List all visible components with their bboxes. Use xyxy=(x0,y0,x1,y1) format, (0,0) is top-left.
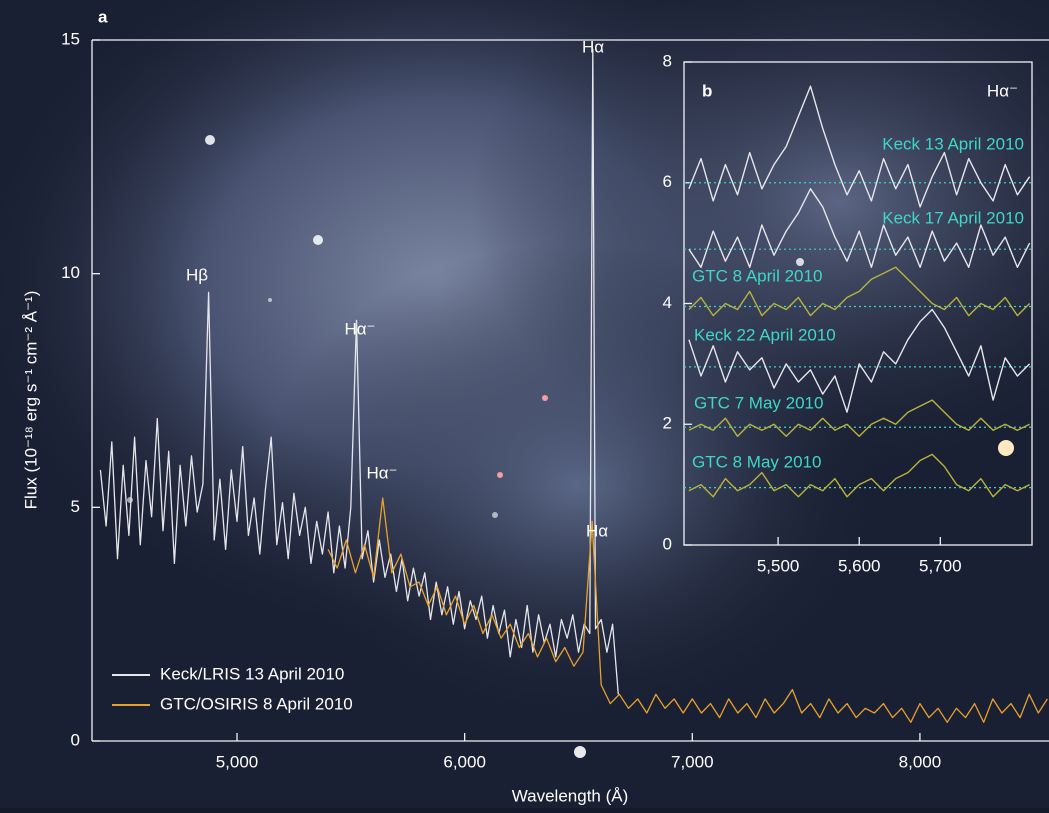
y-tick-label: 0 xyxy=(71,730,80,749)
spectrum-line xyxy=(688,266,1031,317)
spectrum-line xyxy=(688,85,1031,208)
y-tick-label: 2 xyxy=(663,414,672,433)
spectrum-line xyxy=(688,308,1031,413)
series-label: Keck 13 April 2010 xyxy=(882,134,1024,153)
annotation: Hα⁻ xyxy=(344,319,375,338)
y-tick-label: 8 xyxy=(663,51,672,70)
x-tick-label: 7,000 xyxy=(671,752,714,771)
y-tick-label: 4 xyxy=(663,293,672,312)
legend-label: Keck/LRIS 13 April 2010 xyxy=(160,664,344,683)
spectrum-line xyxy=(99,48,619,695)
y-axis-label: Flux (10⁻¹⁸ erg s⁻¹ cm⁻² Å⁻¹) xyxy=(21,291,40,510)
annotation: Hα⁻ xyxy=(366,463,397,482)
annotation: Hα⁻ xyxy=(987,81,1018,100)
x-tick-label: 5,000 xyxy=(216,752,259,771)
x-tick-label: 5,700 xyxy=(919,556,962,575)
annotation: Hα xyxy=(582,37,604,56)
panel-label: b xyxy=(702,81,712,100)
stars xyxy=(127,135,1014,758)
x-tick-label: 5,600 xyxy=(838,556,881,575)
series-label: Keck 22 April 2010 xyxy=(694,325,836,344)
series-label: GTC 8 May 2010 xyxy=(692,452,821,471)
x-tick-label: 8,000 xyxy=(899,752,942,771)
panel-label: a xyxy=(98,7,108,26)
x-tick-label: 6,000 xyxy=(443,752,486,771)
annotation: Hα xyxy=(586,521,608,540)
annotation: Hβ xyxy=(186,265,208,284)
y-tick-label: 10 xyxy=(61,263,80,282)
series-label: GTC 8 April 2010 xyxy=(692,266,822,285)
legend-label: GTC/OSIRIS 8 April 2010 xyxy=(160,694,353,713)
y-tick-label: 5 xyxy=(71,497,80,516)
spectrum-line xyxy=(688,453,1030,498)
x-tick-label: 5,500 xyxy=(757,556,800,575)
series-label: Keck 17 April 2010 xyxy=(882,208,1024,227)
series-label: GTC 7 May 2010 xyxy=(694,393,823,412)
y-tick-label: 6 xyxy=(663,172,672,191)
spectrum-line xyxy=(688,188,1031,268)
y-tick-label: 15 xyxy=(61,29,80,48)
spectrum-line xyxy=(327,497,1048,723)
spectrum-line xyxy=(688,399,1030,437)
x-axis-label: Wavelength (Å) xyxy=(512,786,629,805)
y-tick-label: 0 xyxy=(663,534,672,553)
